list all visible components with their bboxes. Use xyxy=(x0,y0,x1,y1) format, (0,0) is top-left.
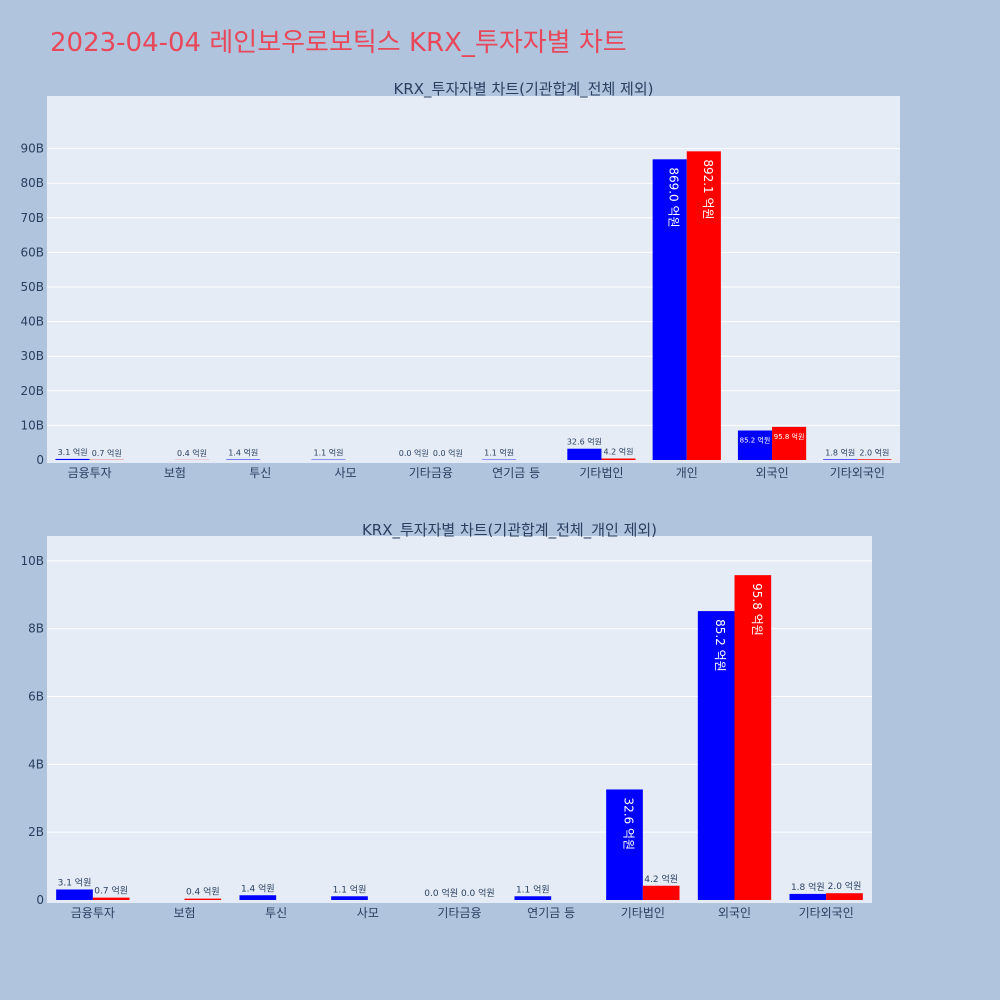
bar-value-label: 85.2 억원 xyxy=(713,619,727,672)
bar xyxy=(823,459,858,460)
bar-value-label: 0.7 억원 xyxy=(92,448,122,458)
x-tick-label: 투신 xyxy=(265,906,287,920)
bar xyxy=(567,448,602,460)
x-tick-label: 연기금 등 xyxy=(527,906,575,920)
bar-value-label: 1.1 억원 xyxy=(516,883,550,895)
bar xyxy=(239,895,277,900)
bar-value-label: 2.0 억원 xyxy=(859,447,889,457)
y-tick-label: 90B xyxy=(20,142,44,156)
bar-value-label: 869.0 억원 xyxy=(667,167,681,227)
x-tick-label: 연기금 등 xyxy=(492,466,540,480)
bar-value-label: 32.6 억원 xyxy=(622,797,636,850)
bar-value-label: 1.4 억원 xyxy=(241,882,275,894)
bar xyxy=(789,893,827,900)
bar xyxy=(697,611,735,900)
bar xyxy=(857,459,892,460)
x-tick-label: 개인 xyxy=(676,466,698,480)
x-tick-label: 기타외국인 xyxy=(799,906,854,920)
x-tick-label: 사모 xyxy=(335,466,357,480)
bar xyxy=(652,159,687,461)
bar-value-label: 3.1 억원 xyxy=(58,876,92,888)
x-tick-label: 금융투자 xyxy=(71,906,115,920)
bar-value-label: 0.4 억원 xyxy=(177,448,207,458)
bar-value-label: 1.8 억원 xyxy=(825,447,855,457)
x-tick-label: 기타법인 xyxy=(579,466,623,480)
x-tick-label: 보험 xyxy=(173,906,195,920)
bar xyxy=(826,893,863,900)
y-tick-label: 10B xyxy=(20,554,44,568)
bar xyxy=(772,426,807,460)
bar-value-label: 0.0 억원 xyxy=(399,448,429,458)
bar xyxy=(686,151,721,460)
y-tick-label: 6B xyxy=(28,690,44,704)
y-tick-label: 20B xyxy=(20,384,44,398)
bar-value-label: 892.1 억원 xyxy=(701,159,715,219)
y-tick-label: 50B xyxy=(20,280,44,294)
x-tick-label: 외국인 xyxy=(755,466,788,480)
y-tick-label: 70B xyxy=(20,211,44,225)
bar-value-label: 3.1 억원 xyxy=(58,447,88,457)
y-tick-label: 0 xyxy=(36,453,44,467)
bar-value-label: 2.0 억원 xyxy=(828,880,862,892)
bar-value-label: 1.8 억원 xyxy=(791,881,825,893)
bar xyxy=(601,458,636,460)
y-tick-label: 0 xyxy=(36,893,44,907)
bar-value-label: 85.2 억원 xyxy=(740,436,771,445)
bar xyxy=(514,896,552,900)
y-tick-label: 10B xyxy=(20,418,44,432)
bar xyxy=(55,458,90,460)
bar xyxy=(737,430,773,460)
bar-value-label: 1.1 억원 xyxy=(313,448,343,458)
bar xyxy=(92,897,130,900)
y-tick-label: 4B xyxy=(28,757,44,771)
bar-value-label: 0.0 억원 xyxy=(461,887,495,899)
chart-2: 0 2B 4B 6B 8B 10B KRX_투자자별 차트(기관합계_전체_개인 제외) 금융… xyxy=(20,521,872,920)
bar-value-label: 0.0 억원 xyxy=(424,887,458,899)
x-tick-label: 투신 xyxy=(249,466,271,480)
bar-value-label: 95.8 억원 xyxy=(750,583,764,636)
y-tick-label: 60B xyxy=(20,245,44,259)
bar xyxy=(56,889,93,900)
bar-value-label: 4.2 억원 xyxy=(604,447,634,457)
x-tick-label: 기타법인 xyxy=(621,906,665,920)
y-tick-label: 2B xyxy=(28,825,44,839)
bar-value-label: 1.4 억원 xyxy=(228,448,258,458)
y-tick-label: 40B xyxy=(20,315,44,329)
x-tick-label: 외국인 xyxy=(718,906,751,920)
y-tick-label: 80B xyxy=(20,176,44,190)
bar-value-label: 1.1 억원 xyxy=(333,883,367,895)
bar-value-label: 0.7 억원 xyxy=(94,885,128,897)
plot-area xyxy=(47,96,900,463)
x-tick-label: 기타금융 xyxy=(409,466,453,480)
y-tick-label: 8B xyxy=(28,622,44,636)
chart-title: KRX_투자자별 차트(기관합계_전체 제외) xyxy=(394,80,654,99)
bar xyxy=(331,896,368,900)
bar xyxy=(642,885,680,900)
x-tick-label: 기타금융 xyxy=(437,906,481,920)
x-tick-label: 보험 xyxy=(164,466,186,480)
bar xyxy=(606,789,643,900)
page-title: 2023-04-04 레인보우로보틱스 KRX_투자자별 차트 xyxy=(50,28,627,58)
bar-value-label: 0.0 억원 xyxy=(433,448,463,458)
bar-value-label: 0.4 억원 xyxy=(186,886,220,898)
bar-value-label: 95.8 억원 xyxy=(774,432,805,441)
bar-value-label: 1.1 억원 xyxy=(484,448,514,458)
x-tick-label: 기타외국인 xyxy=(830,466,885,480)
x-tick-label: 금융투자 xyxy=(68,466,112,480)
bar-value-label: 32.6 억원 xyxy=(567,437,602,447)
y-tick-label: 30B xyxy=(20,349,44,363)
x-tick-label: 사모 xyxy=(357,906,379,920)
bar-value-label: 4.2 억원 xyxy=(644,873,678,885)
bar xyxy=(734,575,772,900)
chart-1: 0 10B 20B 30B 40B 50B 60B 70B 80B 90B KRX_투자자별 차트(… xyxy=(20,80,900,480)
chart-title: KRX_투자자별 차트(기관합계_전체_개인 제외) xyxy=(362,521,657,540)
bar xyxy=(184,898,222,900)
